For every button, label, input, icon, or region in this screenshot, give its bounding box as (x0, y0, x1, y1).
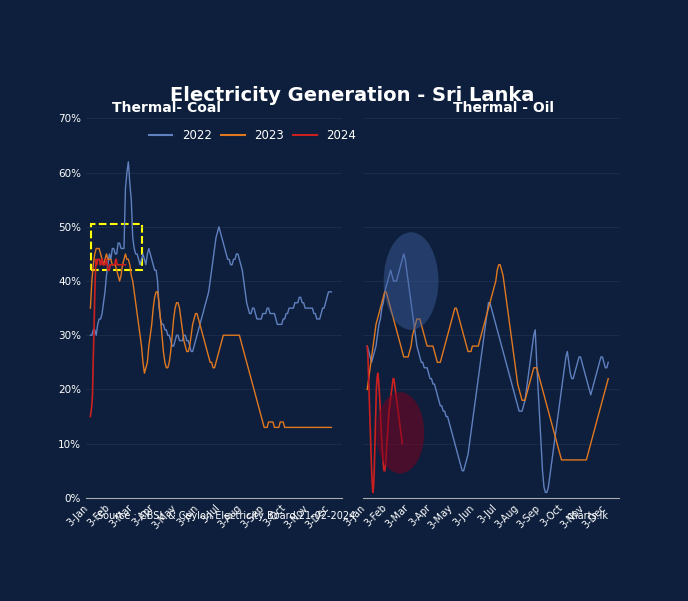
Ellipse shape (384, 232, 438, 330)
Text: Source : CBSL & Ceylon Electricity Board 21-02-2024: Source : CBSL & Ceylon Electricity Board… (96, 511, 355, 522)
Legend: 2022, 2023, 2024: 2022, 2023, 2024 (144, 124, 361, 147)
Text: Electricity Generation - Sri Lanka: Electricity Generation - Sri Lanka (171, 86, 535, 105)
Text: charts.lk: charts.lk (566, 511, 609, 522)
Text: Thermal- Coal: Thermal- Coal (111, 100, 221, 115)
Ellipse shape (376, 392, 424, 474)
Text: Thermal - Oil: Thermal - Oil (453, 100, 554, 115)
